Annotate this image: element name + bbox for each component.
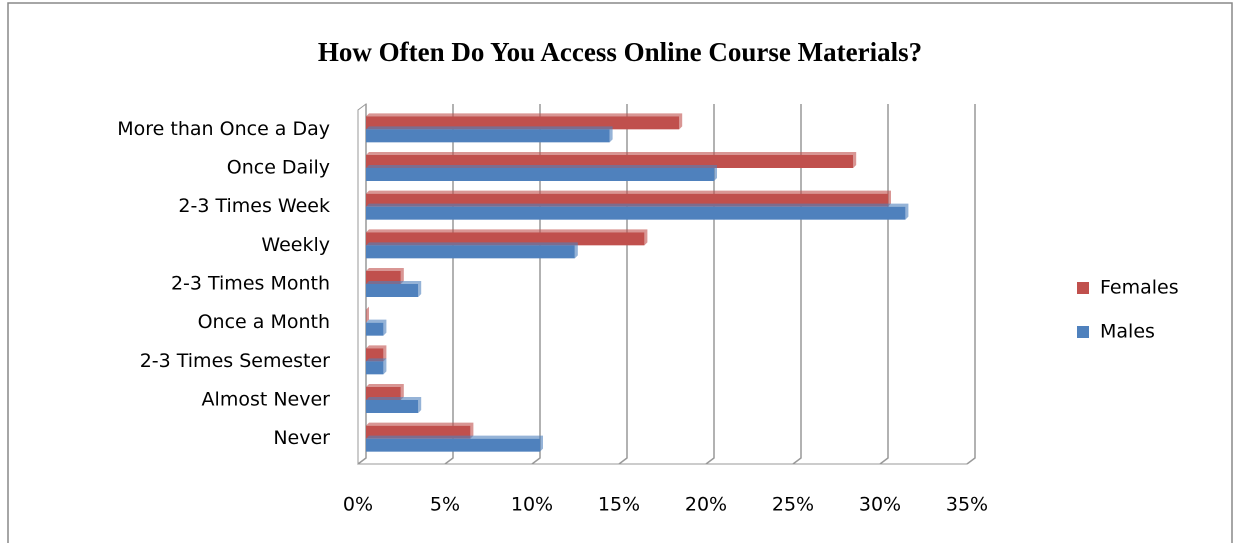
x-tick-label: 0% bbox=[343, 494, 373, 516]
bar-depth bbox=[366, 397, 422, 413]
bar bbox=[366, 284, 419, 297]
x-tick-label: 25% bbox=[772, 494, 814, 516]
x-tick-label: 10% bbox=[511, 494, 553, 516]
chart-frame bbox=[7, 2, 1233, 543]
grid-line bbox=[705, 104, 715, 465]
bar bbox=[366, 168, 714, 181]
bar-depth bbox=[366, 242, 578, 259]
bar bbox=[366, 155, 854, 168]
bar-depth bbox=[366, 358, 387, 375]
x-tick-label: 5% bbox=[430, 494, 460, 516]
y-tick-label: 2-3 Times Month bbox=[171, 273, 330, 295]
y-tick-label: Once a Month bbox=[198, 311, 330, 333]
bar bbox=[366, 387, 401, 400]
bar bbox=[366, 322, 384, 336]
legend-label: Females bbox=[1100, 277, 1179, 299]
bar bbox=[366, 232, 645, 246]
bar-depth bbox=[366, 306, 369, 323]
bar-depth bbox=[366, 268, 404, 284]
bar bbox=[366, 116, 680, 130]
y-tick-label: 2-3 Times Semester bbox=[140, 350, 330, 372]
y-tick-label: Never bbox=[273, 427, 330, 449]
grid-line bbox=[618, 104, 628, 465]
bar bbox=[366, 193, 888, 207]
legend-label: Males bbox=[1100, 321, 1155, 343]
y-tick-label: Once Daily bbox=[227, 157, 330, 179]
chart-title: How Often Do You Access Online Course Ma… bbox=[318, 37, 922, 67]
legend-swatch bbox=[1077, 282, 1089, 294]
bar-depth bbox=[366, 281, 422, 297]
y-tick-label: More than Once a Day bbox=[117, 118, 330, 140]
bar-depth bbox=[366, 435, 543, 452]
bar-depth bbox=[366, 165, 717, 181]
y-tick-label: 2-3 Times Week bbox=[178, 195, 330, 217]
bar bbox=[366, 438, 540, 452]
bar-depth bbox=[366, 152, 857, 168]
y-tick-label: Almost Never bbox=[202, 389, 331, 411]
bar bbox=[366, 425, 471, 439]
grid-line bbox=[966, 104, 976, 465]
bar-depth bbox=[366, 319, 387, 336]
bar bbox=[366, 129, 610, 143]
bar-depth bbox=[366, 126, 613, 143]
bar-depth bbox=[366, 384, 404, 400]
grid-line bbox=[531, 104, 541, 465]
legend-swatch bbox=[1077, 326, 1089, 338]
grid-line bbox=[792, 104, 802, 465]
x-tick-label: 30% bbox=[859, 494, 901, 516]
bar-depth bbox=[366, 203, 909, 220]
bar bbox=[366, 271, 401, 284]
grid-line bbox=[444, 104, 454, 465]
bar bbox=[366, 361, 384, 375]
bar bbox=[366, 348, 384, 362]
bar-depth bbox=[366, 422, 474, 439]
bar bbox=[366, 400, 419, 413]
back-wall bbox=[357, 103, 367, 465]
grid-line bbox=[879, 104, 889, 465]
x-tick-label: 20% bbox=[685, 494, 727, 516]
x-tick-label: 35% bbox=[946, 494, 988, 516]
x-tick-label: 15% bbox=[598, 494, 640, 516]
y-tick-label: Weekly bbox=[261, 234, 330, 256]
bar bbox=[366, 245, 575, 259]
bar bbox=[366, 206, 906, 220]
grid-line bbox=[357, 104, 367, 465]
bar-depth bbox=[366, 190, 891, 207]
bar-depth bbox=[366, 229, 648, 246]
bar-depth bbox=[366, 113, 683, 130]
